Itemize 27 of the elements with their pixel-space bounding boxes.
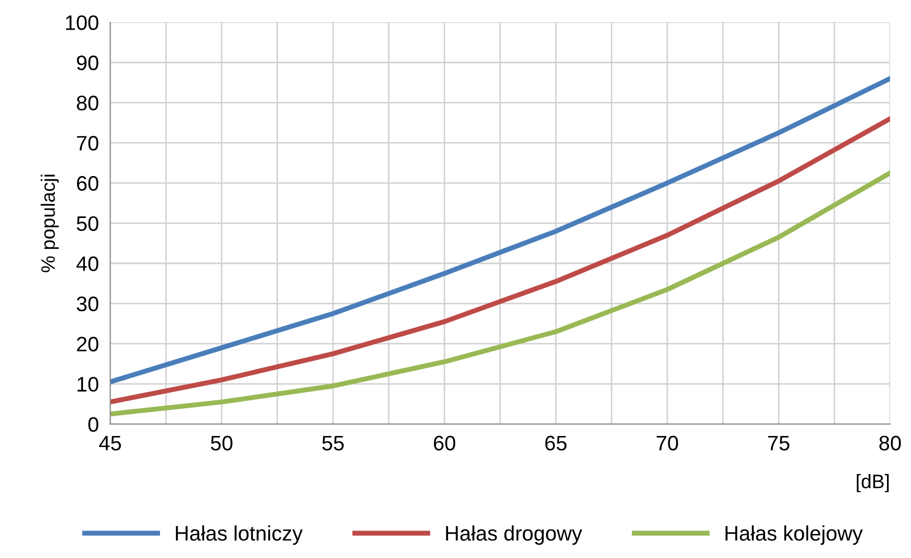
- y-tick-label: 80: [76, 96, 98, 110]
- x-tick-label: 80: [879, 436, 901, 450]
- x-tick-label: 60: [434, 436, 456, 450]
- y-axis-title: % populacji: [40, 174, 59, 272]
- y-tick-label: 40: [76, 256, 98, 272]
- y-tick-label: 30: [76, 296, 98, 312]
- line-series: [110, 76, 890, 384]
- y-tick-label: 0: [88, 417, 98, 432]
- line-series: [110, 116, 890, 404]
- x-tick-label: 75: [768, 436, 790, 450]
- x-tick-label: 65: [545, 436, 567, 450]
- legend-label: Hałas lotniczy: [176, 525, 303, 545]
- legend-label: Hałas drogowy: [446, 525, 582, 545]
- x-tick-label: 50: [210, 436, 232, 450]
- line-series: [110, 170, 890, 416]
- x-tick-label: 45: [99, 436, 121, 450]
- y-tick-label: 70: [77, 136, 98, 151]
- y-tick-label: 90: [76, 55, 98, 70]
- y-tick-label: 20: [77, 336, 98, 352]
- y-tick-label: 100: [66, 15, 98, 30]
- y-tick-label: 10: [78, 376, 98, 392]
- y-tick-label: 50: [76, 216, 98, 231]
- y-tick-label: 60: [77, 176, 98, 191]
- x-tick-label: 70: [656, 436, 678, 450]
- x-axis-title: [dB]: [856, 474, 889, 492]
- x-tick-label: 55: [322, 436, 344, 450]
- legend-label: Hałas kolejowy: [726, 525, 863, 545]
